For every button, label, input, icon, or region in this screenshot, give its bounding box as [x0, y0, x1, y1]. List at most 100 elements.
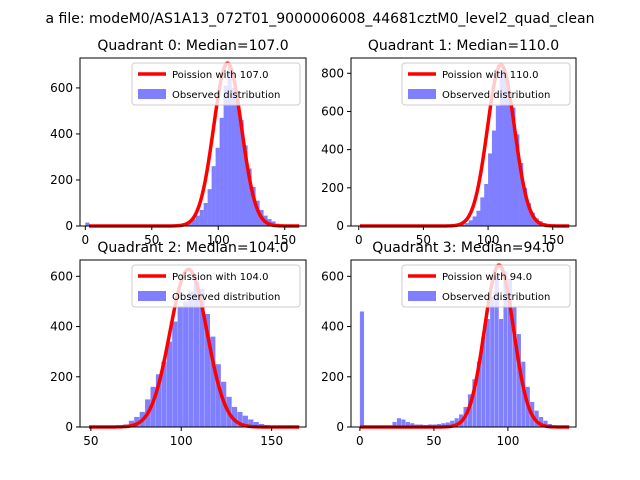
histogram-bar: [491, 130, 497, 226]
quadrant-0-panel: 0 50 100 150 0 200 400 600 Quadrant 0: Median=10…: [50, 38, 307, 247]
histogram-bar: [183, 301, 189, 427]
quadrant-1-panel: 0 50 100 150 0 200 400 600 800 Quadrant 1: Median…: [321, 38, 577, 247]
legend-observed-label: Observed distribution: [172, 292, 280, 303]
histogram-bar: [219, 117, 224, 226]
histogram-bar: [441, 423, 446, 427]
legend-observed-swatch: [138, 89, 166, 99]
histogram-bar: [454, 418, 459, 427]
y-tick-label: 600: [50, 269, 73, 283]
x-tick-label: 0: [356, 434, 364, 448]
histogram-bar: [359, 311, 365, 427]
histogram-bar: [499, 69, 504, 226]
legend-observed-swatch: [408, 291, 436, 301]
y-tick-label: 600: [321, 104, 344, 118]
histogram-bar: [401, 419, 406, 427]
axes-frame: [350, 259, 577, 428]
histogram-bar: [503, 77, 508, 226]
panel-title: Quadrant 1: Median=110.0: [368, 38, 559, 54]
histogram-bar: [237, 411, 243, 427]
y-tick-label: 0: [336, 420, 344, 434]
histogram-bar: [480, 197, 485, 226]
y-tick-label: 400: [50, 320, 73, 334]
x-tick-label: 150: [260, 434, 283, 448]
histogram-bar: [445, 422, 450, 427]
histogram-bar: [484, 184, 489, 226]
y-tick-label: 600: [321, 269, 344, 283]
histogram-bar: [199, 209, 204, 226]
histogram-bar: [507, 92, 512, 226]
quadrant-2-panel: 50 100 150 0 200 400 600 Quadrant 2: Median=104…: [50, 240, 307, 448]
histogram-bar: [481, 336, 486, 427]
histogram-bar: [515, 134, 520, 226]
histogram-bar: [204, 313, 210, 427]
axes-frame: [79, 259, 307, 428]
histogram-bar: [405, 421, 410, 427]
histogram-bar: [472, 379, 477, 427]
histogram-bar: [494, 276, 499, 427]
panel-title: Quadrant 3: Median=94.0: [372, 240, 554, 256]
legend-poisson-label: Poission with 110.0: [442, 70, 538, 81]
histogram-bar: [253, 421, 259, 427]
histogram-bar: [251, 186, 256, 226]
histogram-bar: [460, 224, 466, 226]
histogram-bar: [543, 420, 548, 427]
y-tick-label: 200: [50, 370, 73, 384]
histogram-bar: [485, 319, 490, 427]
x-tick-label: 50: [416, 233, 431, 247]
x-tick-label: 50: [426, 434, 441, 448]
histogram-bar: [476, 361, 481, 427]
histogram-bar: [235, 97, 240, 226]
histogram-bar: [511, 107, 516, 226]
x-tick-label: 100: [477, 233, 500, 247]
x-tick-label: 50: [144, 233, 159, 247]
histogram-bar: [396, 418, 402, 427]
histogram-bar: [530, 212, 535, 226]
histogram-bar: [495, 105, 500, 226]
histogram-bar: [464, 223, 469, 226]
histogram-bar: [188, 291, 194, 427]
histogram-bar: [243, 145, 248, 226]
histogram-bar: [248, 419, 254, 427]
panel-title: Quadrant 0: Median=107.0: [97, 38, 288, 54]
histogram-bar: [155, 374, 162, 427]
legend-observed-label: Observed distribution: [442, 292, 550, 303]
figure-suptitle: a file: modeM0/AS1A13_072T01_9000006008_…: [46, 11, 595, 27]
histogram-bar: [207, 189, 212, 226]
x-tick-label: 100: [207, 233, 230, 247]
legend-box: [131, 62, 301, 106]
histogram-bar: [476, 210, 481, 226]
histogram-bar: [128, 420, 135, 427]
legend: Poission with 110.0 Observed distribution: [401, 62, 571, 106]
legend-observed-label: Observed distribution: [172, 90, 280, 101]
y-tick-label: 400: [321, 143, 344, 157]
x-tick-label: 150: [273, 233, 296, 247]
histogram-bar: [450, 420, 455, 427]
histogram-bar: [211, 166, 216, 226]
histogram-bar: [199, 288, 205, 427]
axes-frame: [350, 57, 577, 227]
y-tick-label: 200: [321, 181, 344, 195]
histogram-bar: [239, 120, 244, 226]
histogram-bar: [538, 416, 544, 427]
histogram-bar: [490, 296, 495, 427]
legend-poisson-label: Poission with 104.0: [172, 272, 268, 283]
histogram-bar: [472, 216, 477, 226]
x-tick-label: 100: [170, 434, 193, 448]
histogram-bar: [231, 406, 238, 427]
histogram-bars: [85, 67, 304, 227]
histogram-bar: [223, 85, 228, 226]
y-tick-label: 0: [336, 219, 344, 233]
legend-poisson-label: Poission with 107.0: [172, 70, 268, 81]
legend-observed-swatch: [138, 291, 166, 301]
histogram-bar: [519, 163, 524, 226]
histogram-bar: [503, 271, 508, 427]
histogram-bar: [467, 394, 473, 427]
histogram-bar: [215, 364, 221, 427]
histogram-bar: [410, 423, 415, 427]
histogram-bar: [392, 421, 397, 427]
legend-observed-swatch: [408, 89, 436, 99]
histogram-bar: [488, 153, 493, 226]
histogram-bar: [172, 321, 178, 427]
histogram-bar: [507, 278, 513, 427]
histogram-bar: [195, 215, 200, 226]
